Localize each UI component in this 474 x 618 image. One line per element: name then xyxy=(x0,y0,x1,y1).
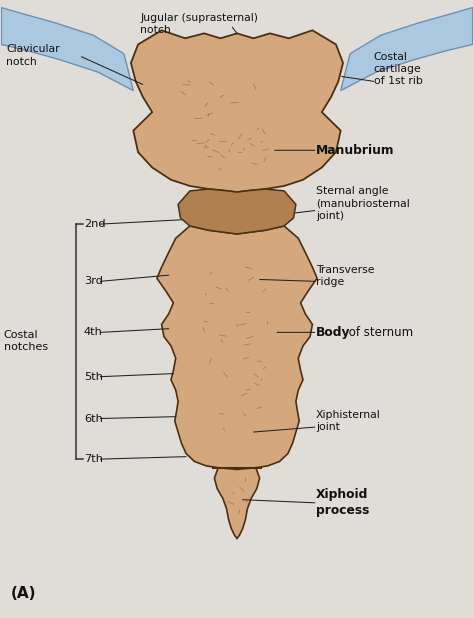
Text: Clavicular
notch: Clavicular notch xyxy=(6,44,60,67)
Text: Sternal angle
(manubriosternal
joint): Sternal angle (manubriosternal joint) xyxy=(316,186,410,221)
Text: Manubrium: Manubrium xyxy=(316,144,395,157)
Text: Xiphisternal
joint: Xiphisternal joint xyxy=(316,410,381,432)
Polygon shape xyxy=(131,30,343,192)
Polygon shape xyxy=(157,226,317,470)
Text: 6th: 6th xyxy=(84,413,103,423)
Text: 2nd: 2nd xyxy=(84,219,106,229)
Text: 7th: 7th xyxy=(84,454,103,464)
Text: Jugular (suprasternal)
notch: Jugular (suprasternal) notch xyxy=(140,13,258,35)
Text: 5th: 5th xyxy=(84,371,103,382)
Polygon shape xyxy=(178,189,296,234)
Text: Body: Body xyxy=(316,326,351,339)
Text: Costal
cartilage
of 1st rib: Costal cartilage of 1st rib xyxy=(374,52,422,87)
Text: Costal
notches: Costal notches xyxy=(4,330,48,352)
Text: 3rd: 3rd xyxy=(84,276,103,286)
Text: (A): (A) xyxy=(11,586,36,601)
Text: Xiphoid
process: Xiphoid process xyxy=(316,488,370,517)
Polygon shape xyxy=(1,7,133,91)
Text: of sternum: of sternum xyxy=(346,326,413,339)
Polygon shape xyxy=(214,468,260,538)
Text: 4th: 4th xyxy=(84,328,103,337)
Polygon shape xyxy=(341,7,473,91)
Text: Transverse
ridge: Transverse ridge xyxy=(316,265,374,287)
